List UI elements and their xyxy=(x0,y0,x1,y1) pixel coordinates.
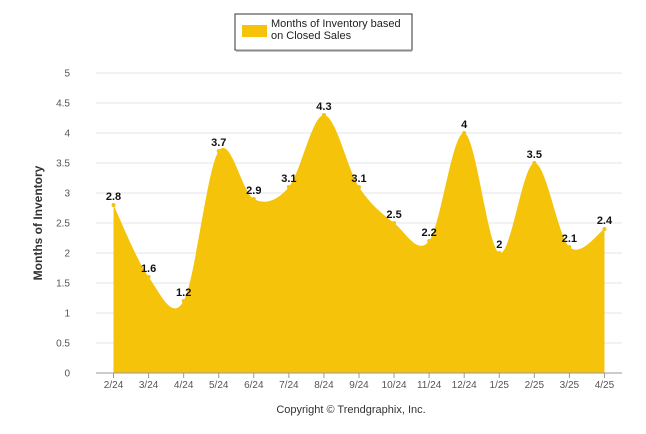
data-label: 2.2 xyxy=(421,227,436,239)
data-point xyxy=(357,185,361,189)
area-fill xyxy=(113,115,605,373)
data-point xyxy=(286,185,291,189)
y-tick-label: 4.5 xyxy=(56,99,70,110)
data-point xyxy=(462,131,467,135)
data-point xyxy=(321,113,326,117)
data-point xyxy=(497,251,502,255)
data-label: 4 xyxy=(461,119,468,131)
x-tick-label: 4/24 xyxy=(174,380,194,391)
data-point xyxy=(392,221,397,225)
data-labels: 2.8 1.6 1.2 3.7 2.9 3.1 4.3 3.1 2.5 2.2 4 2 3.5 2.1 2.… xyxy=(106,101,613,299)
x-tick-label: 4/25 xyxy=(595,380,615,391)
data-label: 1.2 xyxy=(176,287,191,299)
copyright-credit: Copyright © Trendgraphix, Inc. xyxy=(276,404,425,416)
data-point xyxy=(251,197,256,201)
data-label: 2 xyxy=(496,239,502,251)
y-tick-label: 1 xyxy=(64,309,70,320)
data-label: 2.8 xyxy=(106,191,121,203)
x-tick-label: 1/25 xyxy=(490,380,510,391)
data-point xyxy=(567,245,572,249)
data-label: 2.5 xyxy=(386,209,401,221)
data-label: 3.7 xyxy=(211,137,226,149)
data-label: 2.4 xyxy=(597,215,613,227)
y-tick-label: 1.5 xyxy=(56,279,70,290)
y-tick-label: 2 xyxy=(64,249,70,260)
legend-label: Months of Inventory based on Closed Sales xyxy=(271,18,401,42)
x-tick-label: 11/24 xyxy=(417,380,442,391)
y-tick-label: 2.5 xyxy=(56,219,70,230)
x-tick-label: 2/24 xyxy=(104,380,124,391)
x-tick-label: 8/24 xyxy=(314,380,334,391)
data-label: 2.1 xyxy=(562,233,577,245)
x-tick-label: 6/24 xyxy=(244,380,264,391)
y-tick-label: 4 xyxy=(64,129,70,140)
x-tick-label: 7/24 xyxy=(279,380,299,391)
data-label: 4.3 xyxy=(316,101,331,113)
y-tick-label: 0.5 xyxy=(56,339,70,350)
data-label: 3.1 xyxy=(351,173,366,185)
x-tick-label: 9/24 xyxy=(349,380,369,391)
data-point xyxy=(532,161,537,165)
data-point xyxy=(427,239,432,243)
data-point xyxy=(216,149,221,153)
x-tick-label: 12/24 xyxy=(452,380,477,391)
legend-swatch xyxy=(242,25,267,37)
y-tick-label: 0 xyxy=(64,369,70,380)
y-tick-labels: 0 0.5 1 1.5 2 2.5 3 3.5 4 4.5 5 xyxy=(56,69,70,380)
data-label: 1.6 xyxy=(141,263,156,275)
x-tick-labels: 2/24 3/24 4/24 5/24 6/24 7/24 8/24 9/24 10/24 11/… xyxy=(104,373,615,391)
data-label: 3.5 xyxy=(527,149,542,161)
data-point xyxy=(181,299,186,303)
y-tick-label: 5 xyxy=(64,69,70,80)
y-tick-label: 3.5 xyxy=(56,159,70,170)
y-axis-title: Months of Inventory xyxy=(31,165,45,280)
x-tick-label: 3/25 xyxy=(560,380,580,391)
data-point xyxy=(602,227,607,231)
x-tick-label: 3/24 xyxy=(139,380,159,391)
x-tick-label: 5/24 xyxy=(209,380,229,391)
area-series xyxy=(111,113,607,373)
x-tick-label: 10/24 xyxy=(382,380,407,391)
data-label: 2.9 xyxy=(246,185,261,197)
y-tick-label: 3 xyxy=(64,189,70,200)
data-point xyxy=(111,203,116,207)
x-tick-label: 2/25 xyxy=(525,380,545,391)
data-point xyxy=(146,275,151,279)
legend: Months of Inventory based on Closed Sales xyxy=(234,13,413,52)
data-label: 3.1 xyxy=(281,173,296,185)
